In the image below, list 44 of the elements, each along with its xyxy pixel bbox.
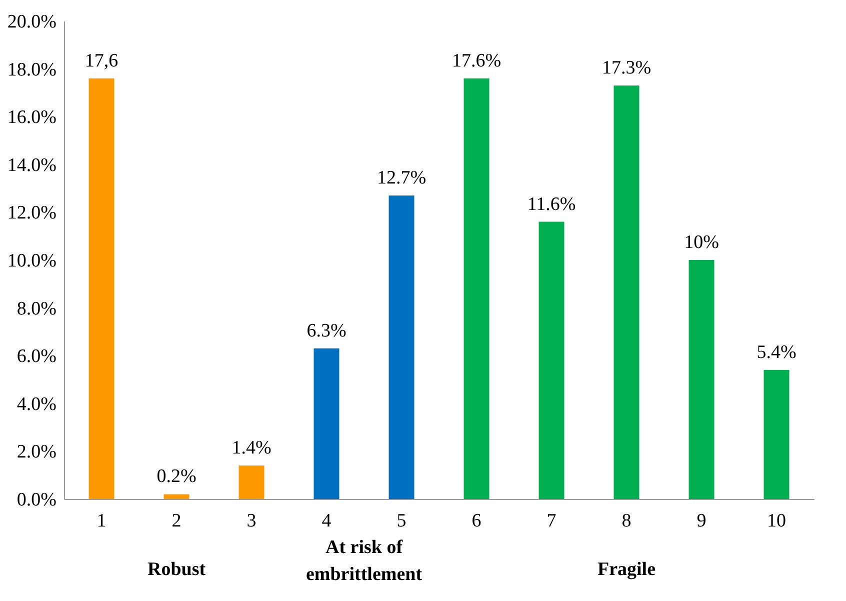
y-tick-label: 14.0%	[7, 154, 57, 176]
x-tick-label: 4	[322, 510, 332, 532]
x-tick-label: 9	[696, 510, 706, 532]
bar	[764, 370, 790, 499]
bar	[614, 86, 640, 499]
y-tick-label: 16.0%	[7, 107, 57, 128]
bar	[688, 260, 714, 499]
y-tick-label: 8.0%	[16, 298, 57, 320]
bar	[314, 348, 340, 499]
y-tick-label: 12.0%	[7, 202, 57, 224]
data-label: 17,6	[84, 50, 118, 72]
y-tick-label: 10.0%	[7, 250, 57, 272]
data-label: 11.6%	[527, 194, 576, 215]
bar	[464, 78, 490, 499]
bar	[164, 494, 190, 499]
x-tick-label: 10	[767, 510, 786, 532]
text: At risk of embrittlement	[306, 537, 423, 585]
data-label: 1.4%	[232, 438, 272, 459]
y-tick-label: 18.0%	[7, 59, 57, 80]
y-tick-label: 4.0%	[16, 394, 57, 415]
data-label: 5.4%	[756, 342, 796, 363]
x-tick-label: 8	[622, 510, 632, 532]
x-tick-label: 3	[246, 510, 256, 532]
bar	[538, 222, 564, 499]
y-tick-label: 20.0%	[7, 12, 57, 32]
text: Fragile	[597, 559, 656, 580]
y-tick-label: 6.0%	[16, 346, 57, 368]
data-label: 10%	[684, 232, 720, 253]
bar	[238, 466, 264, 499]
x-tick-label: 6	[472, 510, 482, 532]
x-tick-label: 2	[172, 510, 182, 532]
x-tick-label: 1	[96, 510, 106, 532]
data-label: 6.3%	[306, 320, 346, 342]
bar	[388, 195, 414, 499]
y-tick-label: 0.0%	[16, 490, 57, 510]
y-tick-label: 2.0%	[16, 442, 57, 463]
x-tick-label: 5	[396, 510, 406, 532]
data-label: 17.3%	[602, 58, 652, 79]
data-label: 12.7%	[376, 167, 426, 188]
bar	[88, 78, 114, 499]
data-label: 17.6%	[452, 50, 502, 72]
x-tick-label: 7	[546, 510, 556, 532]
text: Robust	[147, 559, 206, 580]
data-label: 0.2%	[156, 466, 196, 488]
